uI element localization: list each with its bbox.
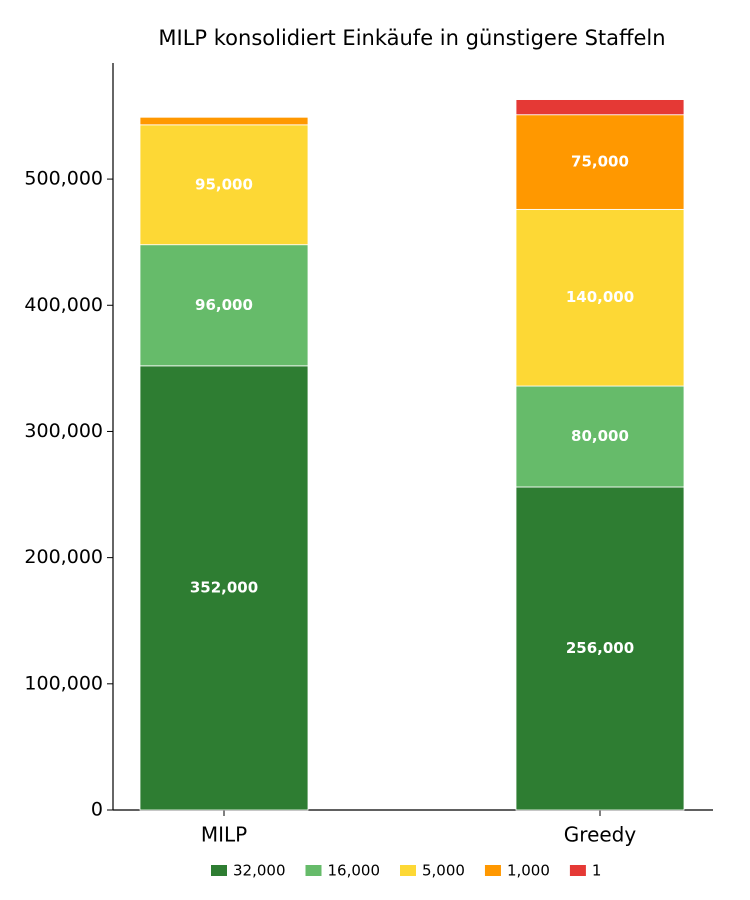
bar-segment [515, 486, 685, 811]
legend-label: 32,000 [233, 862, 286, 880]
bar-segment [515, 208, 685, 387]
legend-swatch [305, 865, 322, 876]
data-label: 352,000 [190, 578, 258, 596]
legend-label: 5,000 [422, 862, 465, 880]
bar-segment [139, 365, 309, 811]
y-tick-label: 100,000 [24, 672, 103, 694]
data-label: 96,000 [195, 296, 253, 314]
bar-segment [515, 114, 685, 210]
legend-swatch [484, 865, 501, 876]
chart-title: MILP konsolidiert Einkäufe in günstigere… [158, 26, 665, 50]
legend-label: 1 [592, 862, 602, 880]
data-label: 140,000 [566, 288, 634, 306]
legend-swatch [211, 865, 227, 876]
legend-label: 16,000 [328, 862, 381, 880]
x-tick-label: Greedy [564, 823, 637, 847]
y-tick-label: 0 [91, 799, 103, 821]
data-label: 256,000 [566, 639, 634, 657]
y-tick-label: 300,000 [24, 420, 103, 442]
legend-swatch [569, 865, 586, 876]
legend-swatch [400, 865, 416, 876]
data-label: 75,000 [571, 153, 629, 171]
bar-segment [139, 124, 309, 246]
bar-segment [515, 385, 685, 488]
data-label: 80,000 [571, 427, 629, 445]
y-tick-label: 500,000 [24, 168, 103, 190]
bar-segment [139, 116, 309, 126]
y-tick-label: 200,000 [24, 546, 103, 568]
x-tick-label: MILP [201, 823, 247, 847]
bar-segment [515, 99, 685, 116]
data-label: 95,000 [195, 175, 253, 193]
bar-segment [139, 244, 309, 367]
legend-label: 1,000 [507, 862, 550, 880]
y-tick-label: 400,000 [24, 294, 103, 316]
